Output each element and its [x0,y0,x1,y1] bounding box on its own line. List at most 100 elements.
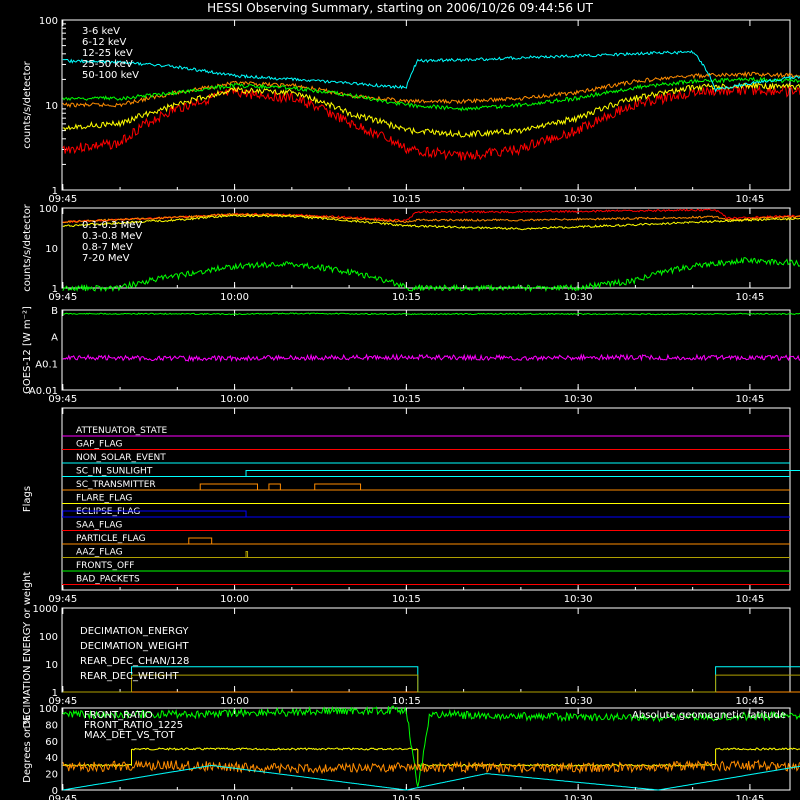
y-tick-label: A [51,333,58,344]
legend-entry: 0.1-0.3 MeV [82,220,142,231]
y-tick-label: A0.1 [35,359,58,370]
flag-on-segment [268,483,281,490]
y-tick-label: 20 [45,770,58,781]
series-line-front-ratio-1225 [62,705,800,787]
flag-label: GAP_FLAG [76,440,122,450]
x-tick-label: 09:45 [48,292,77,303]
flag-on-segment [245,470,800,477]
flag-label: NON_SOLAR_EVENT [76,453,166,463]
legend-entry: 0.3-0.8 MeV [82,231,142,242]
x-tick-label: 10:30 [564,194,593,205]
flag-label: SAA_FLAG [76,521,122,531]
x-tick-label: 09:45 [48,394,77,405]
flag-label: SC_TRANSMITTER [76,480,156,490]
x-tick-label: 10:45 [736,194,765,205]
x-tick-label: 10:15 [392,394,421,405]
x-tick-label: 10:00 [220,696,249,707]
y-axis-label: GOES-12 [W m⁻²] [22,306,33,394]
x-tick-label: 10:30 [564,594,593,605]
panel-frame [61,207,791,289]
y-tick-label: 60 [45,737,58,748]
y-tick-label: 10 [45,660,58,671]
legend-entry: MAX_DET_VS_TOT [84,730,176,741]
panel-goes: 09:4510:0010:1510:3010:4511:0011:15GOES-… [22,306,800,405]
x-tick-label: 10:00 [220,194,249,205]
x-tick-label: 10:00 [220,394,249,405]
y-tick-label: 1 [52,284,58,295]
x-tick-label: 10:30 [564,292,593,303]
annotation-geomagnetic-latitude: Absolute geomagnetic latitude [632,710,786,721]
legend-entry: REAR_DEC_CHAN/128 [80,656,189,667]
goes-long-channel-line [62,312,800,316]
chart-title: HESSI Observing Summary, starting on 200… [207,1,593,15]
panel-count-rates-high-energy: 09:4510:0010:1510:3010:4511:0011:15count… [22,203,800,303]
flag-on-segment [245,551,249,558]
y-tick-label: 100 [39,204,58,215]
series-line-rear-dec-weight [62,674,800,693]
x-tick-label: 09:45 [48,696,77,707]
series-line-0-8-7-mev [62,214,800,231]
y-axis-label: counts/s/detector [22,60,33,148]
x-tick-label: 10:00 [220,292,249,303]
flag-label: SC_IN_SUNLIGHT [76,467,153,477]
y-axis-label: Degrees or % [22,715,33,783]
series-line-25-50-kev [62,76,800,112]
series-line-absolute-geomagnetic-latitude [62,764,800,791]
x-tick-label: 10:45 [736,292,765,303]
series-line-12-25-kev [62,81,800,138]
legend-entry: DECIMATION_WEIGHT [80,641,189,652]
x-tick-label: 10:30 [564,394,593,405]
panel-frame [61,707,791,791]
flag-on-segment [188,537,213,544]
legend-entry: REAR_DEC_WEIGHT [80,671,179,682]
panel-frame [61,407,791,591]
series-line-0-3-0-8-mev [62,212,800,224]
series-line-3-6-kev [62,84,800,161]
x-tick-label: 10:15 [392,194,421,205]
series-line-front-ratio [62,747,800,768]
series-line-max-det-vs-tot [62,759,800,775]
x-tick-label: 09:45 [48,194,77,205]
legend-entry: 12-25 keV [82,48,133,59]
legend-entry: 6-12 keV [82,37,126,48]
y-axis-label: Flags [22,486,33,512]
y-tick-label: A0.01 [29,386,58,397]
y-tick-label: B [51,306,58,317]
panel-decimation: 09:4510:0010:1510:3010:4511:0011:15DECIM… [22,571,800,728]
y-tick-label: 80 [45,720,58,731]
y-tick-label: 0 [52,786,58,797]
flag-label: PARTICLE_FLAG [76,534,146,544]
flag-label: BAD_PACKETS [76,575,140,585]
y-tick-label: 100 [39,632,58,643]
x-tick-label: 10:15 [392,292,421,303]
x-tick-label: 10:15 [392,594,421,605]
y-tick-label: 100 [39,16,58,27]
flag-on-segment [62,510,247,517]
y-tick-label: 10 [45,101,58,112]
flag-label: AAZ_FLAG [76,548,123,558]
x-tick-label: 10:00 [220,594,249,605]
legend-entry: 7-20 MeV [82,253,130,264]
legend-entry: FRONT_RATIO_1225 [84,720,183,731]
x-tick-label: 10:15 [392,794,421,800]
legend-entry: 25-50 keV [82,59,133,70]
flag-label: ECLIPSE_FLAG [76,507,140,517]
series-line-7-20-mev [62,257,800,293]
series-line-6-12-kev [62,70,800,109]
legend-entry: DECIMATION_ENERGY [80,626,189,637]
flag-label: ATTENUATOR_STATE [76,426,168,436]
panel-flags: 09:4510:0010:1510:3010:4511:0011:15Flags… [22,407,800,605]
legend-entry: 50-100 keV [82,70,139,81]
x-tick-label: 10:45 [736,794,765,800]
x-tick-label: 09:45 [48,794,77,800]
x-tick-label: 10:45 [736,696,765,707]
flag-on-segment [314,483,362,490]
x-tick-label: 10:30 [564,794,593,800]
y-tick-label: 10 [45,244,58,255]
series-line-0-1-0-3-mev [62,208,800,224]
panel-frame [61,19,791,191]
y-axis-label: DECIMATION ENERGY or weight [22,571,33,728]
flag-label: FLARE_FLAG [76,494,132,504]
flag-label: FRONTS_OFF [76,561,134,571]
